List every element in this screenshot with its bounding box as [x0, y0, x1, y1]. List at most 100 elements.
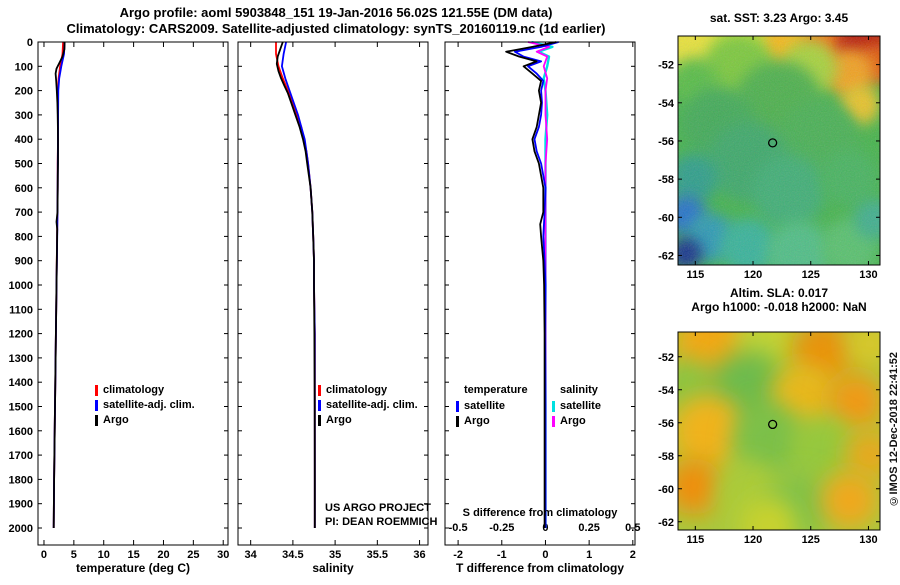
legend-item: climatology — [318, 384, 418, 397]
svg-text:2000: 2000 — [9, 523, 33, 535]
svg-text:35.5: 35.5 — [367, 549, 388, 561]
legend-item-label: Argo — [103, 414, 129, 426]
svg-text:-58: -58 — [658, 451, 674, 463]
svg-text:1200: 1200 — [9, 329, 33, 341]
legend-item-label: satellite-adj. clim. — [326, 399, 418, 411]
legend-diff-temperature: temperature satellite Argo — [456, 384, 528, 428]
svg-text:1000: 1000 — [9, 280, 33, 292]
svg-text:36: 36 — [413, 549, 425, 561]
legend-temperature-panel: climatology satellite-adj. clim. Argo — [95, 384, 195, 427]
svg-text:-0.5: -0.5 — [449, 522, 468, 534]
legend-item-label: climatology — [326, 384, 388, 396]
svg-text:-54: -54 — [658, 98, 675, 110]
svg-text:-2: -2 — [453, 549, 463, 561]
svg-text:15: 15 — [127, 549, 139, 561]
credit-watermark: ©IMOS 12-Dec-2018 22:41:52 — [888, 352, 900, 507]
legend-item-label: climatology — [103, 384, 165, 396]
svg-text:-60: -60 — [658, 212, 674, 224]
svg-text:800: 800 — [15, 231, 33, 243]
sla-title-line-2: Argo h1000: -0.018 h2000: NaN — [691, 300, 867, 314]
legend-item-label: satellite-adj. clim. — [103, 399, 195, 411]
legend-item-label: Argo — [560, 415, 586, 427]
legend-item-label: Argo — [464, 415, 490, 427]
project-line-2: PI: DEAN ROEMMICH — [325, 516, 438, 528]
svg-text:130: 130 — [859, 269, 877, 281]
temperature-axis-label: temperature (deg C) — [75, 561, 191, 575]
legend-salinity-panel: climatology satellite-adj. clim. Argo — [318, 384, 418, 427]
legend-item: satellite-adj. clim. — [318, 399, 418, 412]
svg-text:0: 0 — [27, 37, 33, 49]
svg-text:25: 25 — [187, 549, 199, 561]
project-annotation: US ARGO PROJECT PI: DEAN ROEMMICH — [325, 501, 437, 529]
svg-text:500: 500 — [15, 158, 33, 170]
svg-text:35: 35 — [329, 549, 341, 561]
svg-text:1400: 1400 — [9, 377, 33, 389]
svg-text:0.25: 0.25 — [578, 522, 599, 534]
figure-title: Argo profile: aoml 5903848_151 19-Jan-20… — [0, 5, 672, 37]
svg-text:-52: -52 — [658, 352, 674, 364]
legend-item: satellite — [552, 400, 601, 413]
legend-color-marker — [552, 416, 555, 427]
svg-text:300: 300 — [15, 110, 33, 122]
svg-text:0: 0 — [542, 549, 548, 561]
legend-color-marker — [456, 401, 459, 412]
svg-text:5: 5 — [71, 549, 77, 561]
salinity-axis-label: salinity — [312, 561, 354, 575]
title-line-1: Argo profile: aoml 5903848_151 19-Jan-20… — [119, 5, 553, 20]
legend-item: satellite — [456, 400, 528, 413]
legend-item: Argo — [552, 415, 601, 428]
svg-text:600: 600 — [15, 183, 33, 195]
svg-text:-56: -56 — [658, 418, 674, 430]
svg-text:115: 115 — [686, 269, 704, 281]
sla-title-line-1: Altim. SLA: 0.017 — [729, 286, 829, 300]
svg-text:900: 900 — [15, 256, 33, 268]
svg-text:0: 0 — [41, 549, 47, 561]
legend-diff-salinity-items: satellite Argo — [552, 400, 601, 428]
legend-item: satellite-adj. clim. — [95, 399, 195, 412]
svg-text:-60: -60 — [658, 484, 674, 496]
legend-diff-salinity: salinity satellite Argo — [552, 384, 601, 428]
svg-text:125: 125 — [802, 269, 820, 281]
legend-header-temperature: temperature — [464, 384, 528, 396]
svg-text:34: 34 — [245, 549, 258, 561]
legend-color-marker — [552, 401, 555, 412]
sla-map-title: Altim. SLA: 0.017 Argo h1000: -0.018 h20… — [655, 286, 900, 314]
svg-text:700: 700 — [15, 207, 33, 219]
svg-text:1100: 1100 — [9, 304, 33, 316]
legend-header-salinity: salinity — [560, 384, 598, 396]
s-diff-axis-label: S difference from climatology — [462, 507, 618, 519]
svg-text:-54: -54 — [658, 385, 675, 397]
t-diff-axis-label: T difference from climatology — [455, 561, 625, 575]
svg-text:400: 400 — [15, 134, 33, 146]
legend-item: Argo — [318, 414, 418, 427]
legend-color-marker — [95, 415, 98, 426]
legend-item-label: Argo — [326, 414, 352, 426]
svg-text:1800: 1800 — [9, 474, 33, 486]
svg-text:-62: -62 — [658, 517, 674, 529]
svg-text:20: 20 — [157, 549, 169, 561]
svg-text:-56: -56 — [658, 136, 674, 148]
svg-text:-0.25: -0.25 — [489, 522, 514, 534]
svg-text:34.5: 34.5 — [282, 549, 303, 561]
legend-item: Argo — [95, 414, 195, 427]
svg-text:120: 120 — [744, 534, 762, 546]
svg-text:2: 2 — [630, 549, 636, 561]
legend-color-marker — [456, 416, 459, 427]
svg-text:30: 30 — [217, 549, 229, 561]
svg-text:100: 100 — [15, 61, 33, 73]
legend-item-label: satellite — [464, 400, 505, 412]
title-line-2: Climatology: CARS2009. Satellite-adjuste… — [66, 21, 606, 36]
svg-text:1500: 1500 — [9, 401, 33, 413]
legend-diff-temperature-items: satellite Argo — [456, 400, 528, 428]
svg-text:-52: -52 — [658, 60, 674, 72]
svg-text:1900: 1900 — [9, 499, 33, 511]
legend-item-label: satellite — [560, 400, 601, 412]
svg-text:130: 130 — [859, 534, 877, 546]
legend-color-marker — [95, 400, 98, 411]
svg-text:120: 120 — [744, 269, 762, 281]
legend-item: climatology — [95, 384, 195, 397]
svg-text:1600: 1600 — [9, 426, 33, 438]
sst-map-title: sat. SST: 3.23 Argo: 3.45 — [709, 11, 849, 25]
